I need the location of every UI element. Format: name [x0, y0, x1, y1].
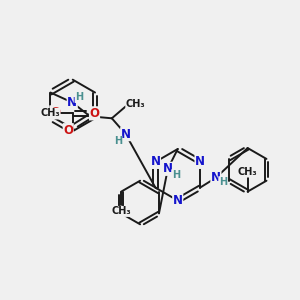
- Text: N: N: [211, 171, 221, 184]
- Text: CH₃: CH₃: [238, 167, 257, 177]
- Text: H: H: [219, 177, 227, 187]
- Text: O: O: [63, 124, 73, 137]
- Text: CH₃: CH₃: [111, 206, 131, 216]
- Text: H: H: [75, 92, 83, 103]
- Text: N: N: [195, 155, 205, 168]
- Text: O: O: [89, 107, 100, 120]
- Text: H: H: [172, 170, 180, 180]
- Text: CH₃: CH₃: [126, 99, 146, 110]
- Text: N: N: [67, 96, 77, 109]
- Text: N: N: [163, 162, 173, 175]
- Text: N: N: [173, 194, 183, 207]
- Text: N: N: [121, 128, 131, 141]
- Text: O: O: [50, 106, 60, 119]
- Text: H: H: [114, 136, 122, 146]
- Text: CH₃: CH₃: [40, 108, 60, 118]
- Text: N: N: [150, 155, 161, 168]
